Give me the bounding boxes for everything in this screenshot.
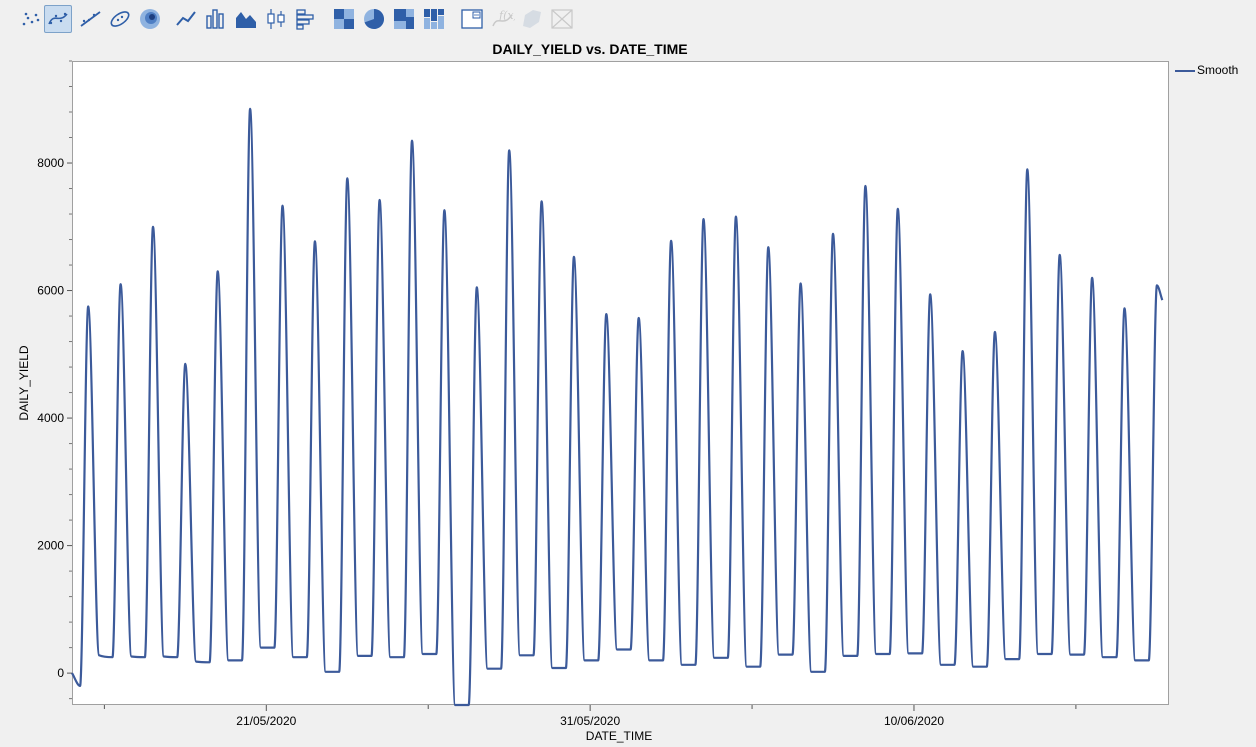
x-tick-label: 10/06/2020 — [884, 714, 944, 728]
y-tick-label: 6000 — [37, 284, 64, 298]
x-tick-label: 21/05/2020 — [236, 714, 296, 728]
y-tick-label: 0 — [57, 666, 64, 680]
line-chart-icon[interactable] — [172, 5, 200, 33]
y-tick-label: 2000 — [37, 539, 64, 553]
axis-ticks: 0 2000 4000 6000 8000 21/05/2020 31/05/2020 10/… — [37, 60, 1077, 728]
heatmap-icon[interactable] — [330, 5, 358, 33]
mosaic-icon[interactable] — [420, 5, 448, 33]
y-tick-label: 8000 — [37, 156, 64, 170]
svg-text:f(x): f(x) — [498, 9, 515, 22]
legend-label: Smooth — [1197, 63, 1239, 77]
series-group — [71, 107, 1164, 707]
box-plot-icon[interactable] — [262, 5, 290, 33]
ellipse-icon[interactable] — [106, 5, 134, 33]
legend-swatch — [1175, 70, 1195, 72]
graph-toolbar: f(x) — [0, 0, 1256, 38]
y-tick-label: 4000 — [37, 411, 64, 425]
chart-title: DAILY_YIELD vs. DATE_TIME — [492, 41, 688, 57]
y-axis-label: DAILY_YIELD — [17, 345, 31, 421]
pie-chart-icon[interactable] — [360, 5, 388, 33]
area-chart-icon[interactable] — [232, 5, 260, 33]
smoother-icon[interactable] — [44, 5, 72, 33]
contour-icon[interactable] — [136, 5, 164, 33]
x-axis-label: DATE_TIME — [585, 729, 653, 743]
x-tick-label: 31/05/2020 — [560, 714, 620, 728]
caption-box-icon[interactable] — [458, 5, 486, 33]
treemap-icon[interactable] — [390, 5, 418, 33]
formula-icon: f(x) — [488, 5, 516, 33]
parallel-plot-icon — [548, 5, 576, 33]
series-line-smooth — [71, 107, 1164, 707]
points-icon[interactable] — [16, 5, 44, 33]
line-of-fit-icon[interactable] — [76, 5, 104, 33]
bar-chart-icon[interactable] — [202, 5, 230, 33]
histogram-icon[interactable] — [292, 5, 320, 33]
map-shape-icon — [518, 5, 546, 33]
